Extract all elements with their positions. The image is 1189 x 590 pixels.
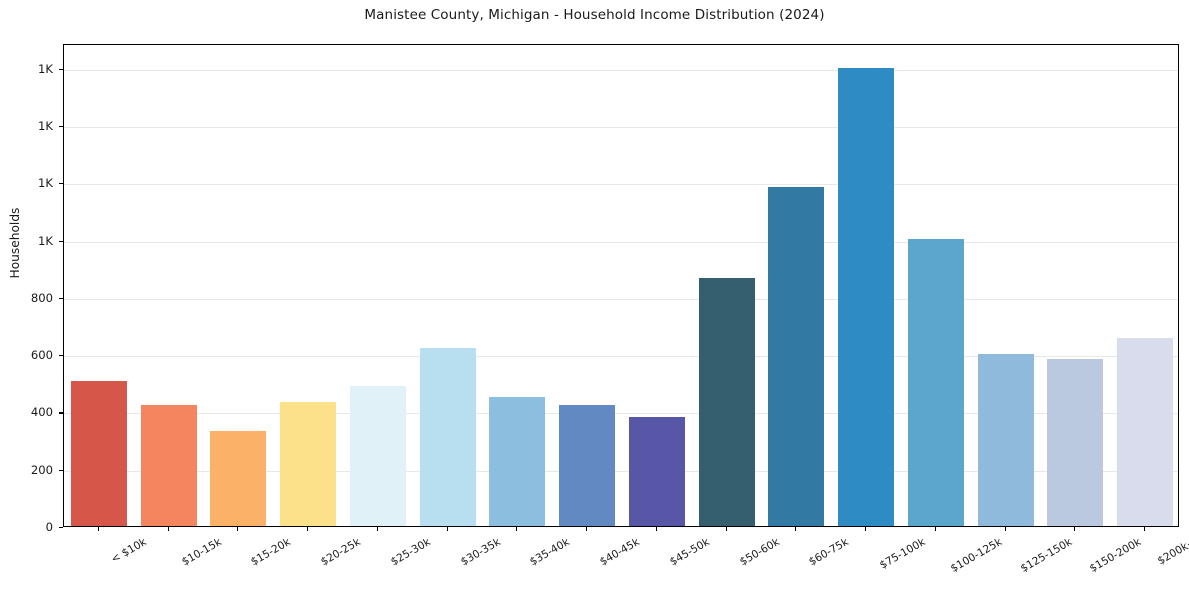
x-tick-mark bbox=[934, 527, 936, 531]
x-tick-mark bbox=[376, 527, 378, 531]
x-tick-mark bbox=[725, 527, 727, 531]
x-tick-label: $20-25k bbox=[318, 536, 363, 569]
x-tick-mark bbox=[586, 527, 588, 531]
y-gridline bbox=[64, 184, 1178, 186]
bar bbox=[280, 401, 337, 526]
x-tick-label: $45-50k bbox=[667, 536, 712, 569]
bar bbox=[559, 405, 616, 526]
bar bbox=[489, 397, 546, 526]
x-tick-mark bbox=[1004, 527, 1006, 531]
bar bbox=[140, 405, 197, 526]
x-tick-mark bbox=[795, 527, 797, 531]
x-tick-mark bbox=[865, 527, 867, 531]
x-tick-mark bbox=[237, 527, 239, 531]
y-tick-mark bbox=[59, 68, 63, 70]
bar bbox=[1117, 337, 1174, 526]
x-tick-label: $10-15k bbox=[179, 536, 224, 569]
x-tick-label: < $10k bbox=[109, 536, 149, 566]
y-tick-label: 0 bbox=[45, 520, 53, 534]
bar bbox=[838, 67, 895, 526]
y-gridline bbox=[64, 413, 1178, 415]
y-tick-mark bbox=[59, 469, 63, 471]
x-tick-label: $100-125k bbox=[948, 536, 1005, 575]
y-gridline bbox=[64, 69, 1178, 71]
y-tick-mark bbox=[59, 527, 63, 529]
y-tick-label: 400 bbox=[30, 405, 53, 420]
bar bbox=[907, 238, 964, 526]
plot-area bbox=[63, 44, 1179, 527]
x-tick-mark bbox=[1144, 527, 1146, 531]
y-tick-label: 1K bbox=[38, 233, 53, 248]
y-tick-mark bbox=[59, 183, 63, 185]
x-tick-mark bbox=[655, 527, 657, 531]
y-tick-mark bbox=[59, 125, 63, 128]
bar bbox=[628, 416, 685, 526]
x-tick-mark bbox=[446, 527, 448, 531]
y-axis: 0 200 400 600 800 1K 1K 1K 1K bbox=[0, 0, 63, 590]
chart-title: Manistee County, Michigan - Household In… bbox=[364, 7, 825, 23]
x-tick-label: $60-75k bbox=[807, 536, 852, 569]
y-gridline bbox=[64, 470, 1178, 472]
x-tick-label: $75-100k bbox=[877, 536, 928, 572]
bar bbox=[977, 354, 1034, 526]
y-tick-label: 1K bbox=[38, 61, 53, 76]
x-tick-label: $125-150k bbox=[1018, 536, 1074, 575]
y-tick-mark bbox=[59, 240, 63, 242]
bar bbox=[210, 431, 267, 526]
bar bbox=[349, 385, 406, 526]
x-tick-mark bbox=[97, 527, 99, 531]
y-gridline bbox=[64, 126, 1178, 128]
bar bbox=[70, 381, 127, 526]
x-tick-label: $150-200k bbox=[1088, 536, 1144, 575]
y-gridline bbox=[64, 356, 1178, 358]
x-tick-mark bbox=[307, 527, 309, 531]
y-tick-mark bbox=[59, 355, 63, 357]
bar bbox=[419, 347, 476, 526]
x-tick-label: $50-60k bbox=[737, 536, 782, 569]
x-tick-mark bbox=[167, 527, 169, 531]
x-tick-label: $35-40k bbox=[528, 536, 573, 569]
x-tick-label: $30-35k bbox=[458, 536, 503, 569]
x-tick-mark bbox=[516, 527, 518, 531]
x-tick-label: $200k+ bbox=[1155, 536, 1189, 568]
y-tick-label: 800 bbox=[30, 290, 53, 305]
y-tick-label: 600 bbox=[30, 348, 53, 363]
y-tick-label: 200 bbox=[30, 462, 53, 477]
y-gridline bbox=[64, 241, 1178, 243]
y-tick-label: 1K bbox=[38, 118, 53, 133]
y-tick-label: 1K bbox=[38, 176, 53, 191]
y-tick-mark bbox=[59, 297, 63, 299]
x-tick-label: $40-45k bbox=[597, 536, 642, 569]
bar bbox=[698, 278, 755, 526]
x-tick-mark bbox=[1074, 527, 1076, 531]
y-gridline bbox=[64, 298, 1178, 300]
x-tick-label: $15-20k bbox=[249, 536, 294, 569]
bar bbox=[1047, 358, 1104, 526]
x-tick-label: $25-30k bbox=[388, 536, 433, 569]
y-tick-mark bbox=[59, 412, 63, 414]
bar bbox=[768, 186, 825, 526]
